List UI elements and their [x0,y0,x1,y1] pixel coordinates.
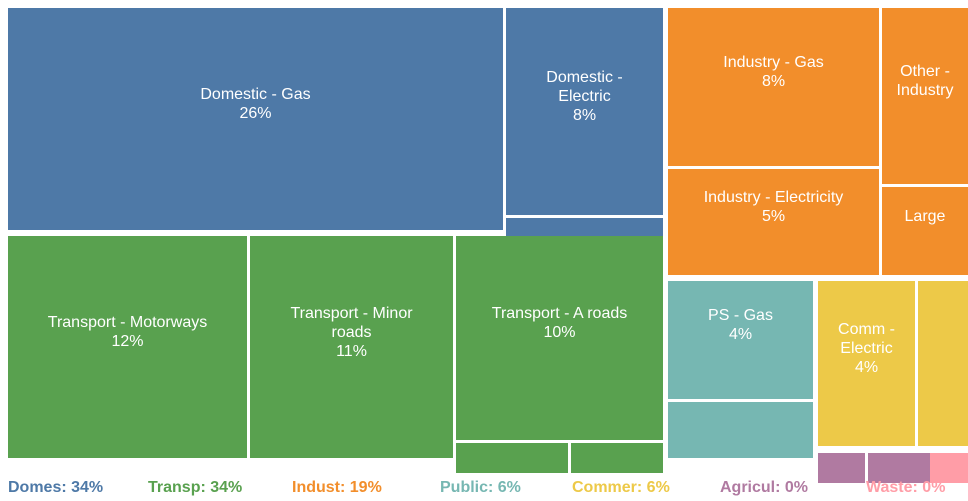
legend-entry: Indust: 19% [292,479,382,496]
tile-value: 8% [572,107,597,124]
tile-label: Transport - Minor roads [290,304,413,341]
tile: Comm - Electric 4% [818,281,915,446]
tile: Transport - A roads 10% [456,236,663,440]
tile-label: Domestic - Gas [200,86,311,103]
tile-label: Domestic - Electric [546,69,623,105]
tile-label: Industry - Electricity [703,189,844,206]
tile: Industry - Gas 8% [668,8,879,166]
tile [818,453,865,483]
legend-entry: Domes: 34% [8,479,104,496]
legend-entry: Transp: 34% [148,479,243,496]
tile: PS - Gas 4% [668,281,813,399]
tile-value: 4% [728,326,753,343]
tile [668,402,813,458]
tile [571,443,663,473]
tile-value: 10% [543,324,576,341]
legend-entry: Agricul: 0% [720,479,809,496]
tile-label: Industry - Gas [723,54,824,71]
tile [930,453,968,483]
tile-value: 8% [761,73,786,90]
legend-entry: Commer: 6% [572,479,670,496]
tile [918,281,968,446]
tile-label: Large [904,207,946,225]
tile: Transport - Minor roads 11% [250,236,453,458]
tile-label: PS - Gas [708,307,773,324]
tile: Industry - Electricity 5% [668,169,879,275]
tile-value: 5% [761,208,786,225]
tile-label: Other - Industry [896,63,954,99]
tile-label: Transport - A roads [491,305,628,322]
tile-value: 26% [239,105,272,122]
legend-entry: Public: 6% [440,479,521,496]
tile [456,443,568,473]
tile-label: Transport - Motorways [47,314,208,331]
tile: Large [882,187,968,275]
tile-label: Comm - Electric [838,321,895,357]
tile: Domestic - Gas 26% [8,8,503,230]
tile: Transport - Motorways 12% [8,236,247,458]
tile-value: 12% [111,333,144,350]
tile: Domestic - Electric 8% [506,8,663,215]
tile-value: 4% [854,359,879,376]
tile-value: 11% [336,342,367,360]
tile: Other - Industry [882,8,968,184]
legend-entry: Waste: 0% [866,479,946,496]
